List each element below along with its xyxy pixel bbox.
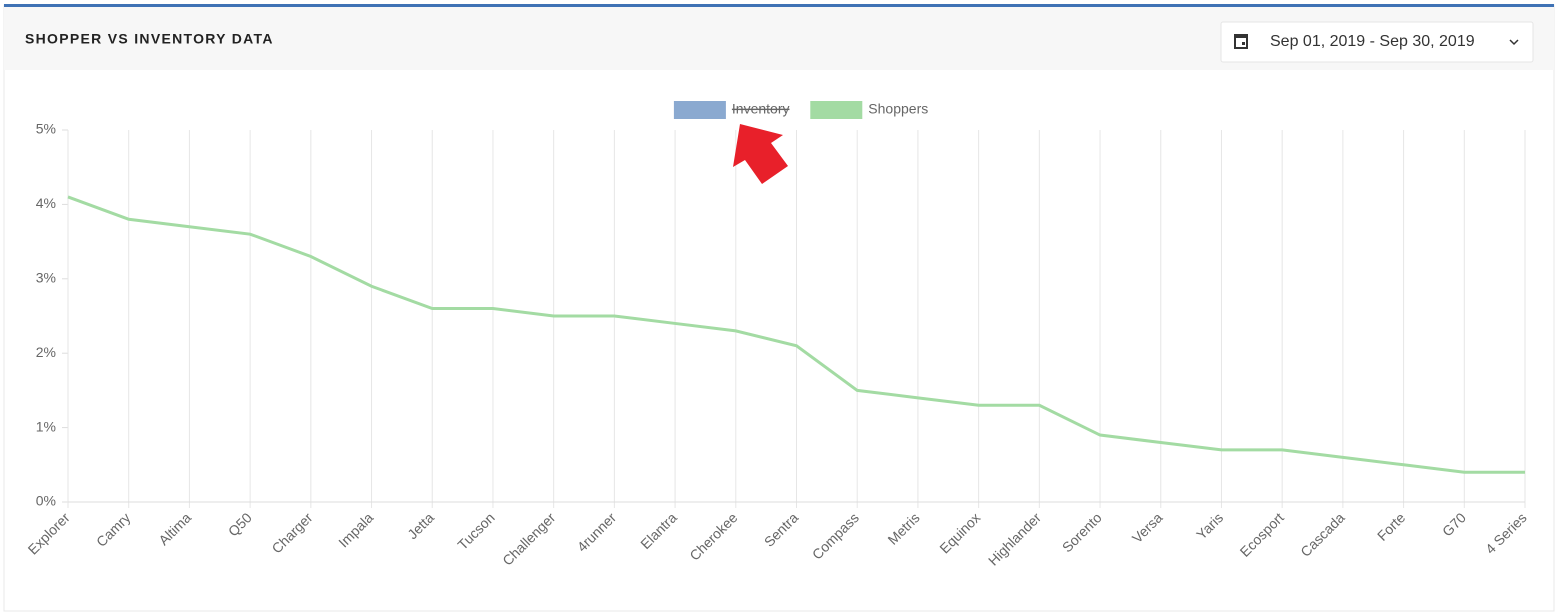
date-picker[interactable]: Sep 01, 2019 - Sep 30, 2019 (1220, 21, 1534, 63)
date-picker-box[interactable] (1220, 21, 1534, 63)
calendar-icon (1234, 34, 1248, 49)
y-tick-label: 1% (36, 418, 56, 434)
y-tick-label: 0% (36, 493, 56, 509)
legend-swatch (810, 101, 863, 119)
series-line (67, 195, 1525, 474)
card (3, 4, 1555, 612)
y-tick-label: 2% (36, 344, 56, 360)
top-border (4, 4, 1554, 7)
date-range[interactable]: Sep 01, 2019 - Sep 30, 2019 (1270, 33, 1475, 50)
chevron (1509, 39, 1519, 46)
y-tick-label: 3% (36, 270, 56, 286)
legend-label: Shoppers (868, 101, 928, 117)
legend-label: Inventory (732, 101, 790, 117)
legend-swatch (673, 101, 726, 119)
annotation-arrow (733, 124, 788, 184)
y-tick-label: 5% (36, 121, 56, 137)
y-tick-label: 4% (36, 195, 56, 211)
card-title: SHOPPER VS INVENTORY DATA (25, 31, 274, 47)
